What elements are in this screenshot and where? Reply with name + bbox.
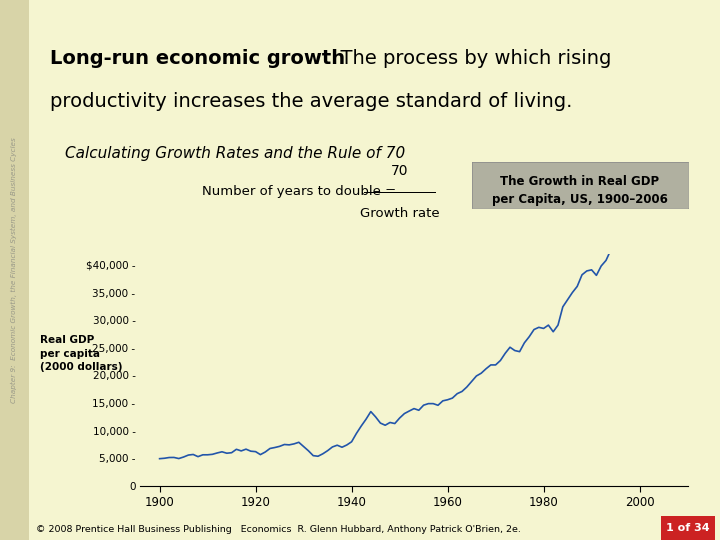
Text: Long-run economic growth: Long-run economic growth (50, 49, 346, 68)
Text: per Capita, US, 1900–2006: per Capita, US, 1900–2006 (492, 193, 667, 206)
Text: Real GDP: Real GDP (40, 335, 94, 345)
Text: The Growth in Real GDP: The Growth in Real GDP (500, 175, 660, 188)
Text: Calculating Growth Rates and the Rule of 70: Calculating Growth Rates and the Rule of… (65, 146, 405, 161)
Text: productivity increases the average standard of living.: productivity increases the average stand… (50, 92, 573, 111)
Text: (2000 dollars): (2000 dollars) (40, 362, 122, 372)
Text: per capita: per capita (40, 349, 99, 359)
Text: 1 of 34: 1 of 34 (666, 523, 710, 533)
Text: The process by which rising: The process by which rising (328, 49, 611, 68)
Text: © 2008 Prentice Hall Business Publishing   Economics  R. Glenn Hubbard, Anthony : © 2008 Prentice Hall Business Publishing… (36, 524, 521, 534)
Text: 70: 70 (391, 164, 408, 178)
Text: Growth rate: Growth rate (360, 207, 439, 220)
Text: Chapter 9:  Economic Growth, the Financial System, and Business Cycles: Chapter 9: Economic Growth, the Financia… (12, 137, 17, 403)
Text: Number of years to double =: Number of years to double = (202, 185, 396, 198)
